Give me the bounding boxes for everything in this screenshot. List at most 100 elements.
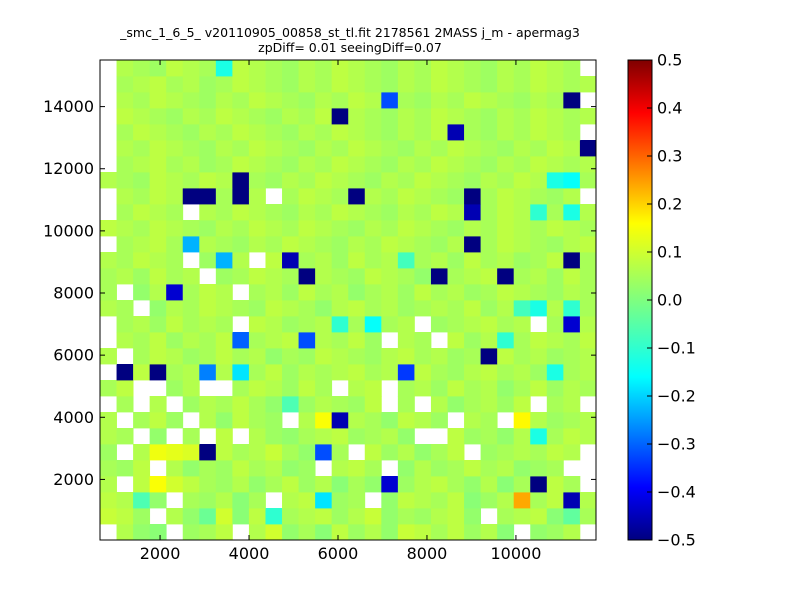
heatmap-cell (315, 188, 333, 205)
heatmap-cell (298, 60, 316, 77)
heatmap-cell (348, 332, 366, 349)
heatmap-cell (100, 268, 117, 285)
heatmap-cell (579, 508, 597, 525)
heatmap-cell (265, 364, 283, 381)
heatmap-cell (199, 76, 217, 93)
heatmap-cell (430, 108, 448, 125)
heatmap-cell (182, 108, 200, 125)
heatmap-cell (530, 220, 548, 237)
heatmap-cell (464, 172, 482, 189)
heatmap-cell (133, 172, 151, 189)
heatmap-cell (447, 252, 465, 269)
heatmap-cell (530, 364, 548, 381)
heatmap-cell (315, 124, 333, 141)
heatmap-cell (215, 444, 233, 461)
heatmap-cell (447, 268, 465, 285)
heatmap-cell (430, 76, 448, 93)
heatmap-cell (315, 204, 333, 221)
heatmap-cell (232, 76, 250, 93)
heatmap-cell (480, 60, 498, 77)
heatmap-cell (381, 300, 399, 317)
heatmap-cell (447, 60, 465, 77)
heatmap-cell (364, 508, 382, 525)
heatmap-cell (149, 252, 167, 269)
heatmap-cell (414, 252, 432, 269)
heatmap-cell (315, 92, 333, 109)
heatmap-cell (215, 188, 233, 205)
heatmap-cell (248, 60, 266, 77)
heatmap-cell (397, 396, 415, 413)
heatmap-cell (497, 508, 515, 525)
heatmap-cell (348, 460, 366, 477)
heatmap-cell (298, 172, 316, 189)
heatmap-cell (265, 300, 283, 317)
heatmap-cell (364, 444, 382, 461)
heatmap-cell (331, 348, 349, 365)
heatmap-cell (530, 108, 548, 125)
heatmap-cell (464, 396, 482, 413)
heatmap-cell (447, 508, 465, 525)
heatmap-cell (116, 188, 134, 205)
heatmap-cell (116, 300, 134, 317)
heatmap-cell (232, 396, 250, 413)
heatmap-cell (546, 412, 564, 429)
heatmap-cell (430, 348, 448, 365)
heatmap-cell (232, 204, 250, 221)
heatmap-cell (464, 236, 482, 253)
heatmap-cell (513, 220, 531, 237)
heatmap-cell (282, 236, 299, 253)
x-tick-label: 4000 (229, 544, 270, 563)
heatmap-cell (464, 428, 482, 445)
heatmap-cell (430, 188, 448, 205)
heatmap-cell (579, 172, 597, 189)
heatmap-cell (133, 268, 151, 285)
heatmap-cell (182, 476, 200, 493)
heatmap-cell (149, 268, 167, 285)
heatmap-cell (381, 76, 399, 93)
heatmap-cell (232, 124, 250, 141)
heatmap-cell (480, 380, 498, 397)
heatmap-cell (579, 236, 597, 253)
heatmap-cell (447, 444, 465, 461)
heatmap-cell (298, 140, 316, 157)
heatmap-cell (149, 124, 167, 141)
heatmap-cell (348, 236, 366, 253)
heatmap-cell (513, 124, 531, 141)
heatmap-cell (364, 76, 382, 93)
heatmap-cell (563, 508, 581, 525)
heatmap-cell (149, 364, 167, 381)
heatmap-cell (563, 348, 581, 365)
heatmap-cell (546, 268, 564, 285)
heatmap-cell (579, 380, 597, 397)
heatmap-cell (381, 268, 399, 285)
heatmap-cell (579, 252, 597, 269)
y-tick-label: 8000 (53, 284, 94, 303)
heatmap-cell (215, 348, 233, 365)
heatmap-cell (282, 108, 299, 125)
heatmap-cell (364, 140, 382, 157)
heatmap-cell (563, 444, 581, 461)
heatmap-cell (182, 188, 200, 205)
heatmap-cell (248, 124, 266, 141)
heatmap-cell (182, 524, 200, 541)
heatmap-cell (166, 268, 184, 285)
heatmap-cell (530, 444, 548, 461)
heatmap-cell (265, 236, 283, 253)
heatmap-cell (232, 60, 250, 77)
heatmap-cell (497, 268, 515, 285)
heatmap-cell (315, 316, 333, 333)
heatmap-cell (530, 428, 548, 445)
heatmap-cell (430, 508, 448, 525)
heatmap-cell (513, 156, 531, 173)
heatmap-cell (265, 284, 283, 301)
heatmap-cell (546, 140, 564, 157)
heatmap-cell (464, 380, 482, 397)
heatmap-cell (414, 156, 432, 173)
heatmap-cell (480, 92, 498, 109)
heatmap-cell (397, 460, 415, 477)
heatmap-cell (348, 508, 366, 525)
heatmap-cell (480, 204, 498, 221)
heatmap-cell (265, 508, 283, 525)
heatmap-cell (232, 460, 250, 477)
